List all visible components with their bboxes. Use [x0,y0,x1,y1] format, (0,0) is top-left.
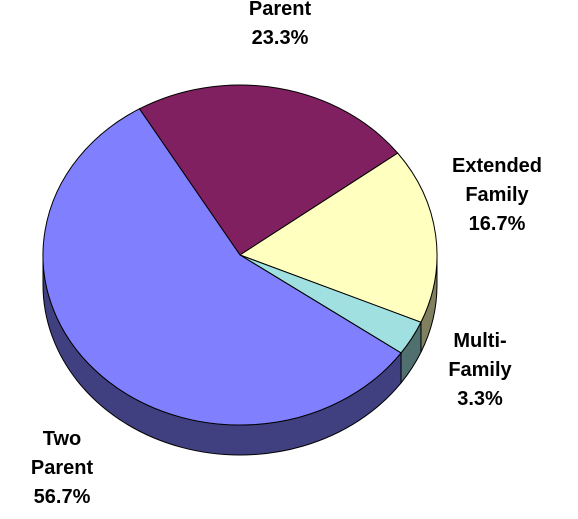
slice-label: Parent 23.3% [210,0,350,53]
value-label: 23.3% [251,27,309,49]
category-name: Two Parent [30,428,94,479]
slice-label: Two Parent 56.7% [17,425,107,512]
category-name: Multi-Family [448,330,512,381]
slice-label: Extended Family 16.7% [432,152,562,239]
category-name: Extended Family [451,155,543,206]
pie-slice [42,108,402,426]
value-label: 16.7% [468,213,526,235]
value-label: 3.3% [457,388,503,410]
category-name: Parent [248,0,312,20]
pie-slice [238,152,438,323]
value-label: 56.7% [33,486,91,508]
pie-slice [138,84,399,256]
slice-label: Multi-Family 3.3% [435,327,525,414]
